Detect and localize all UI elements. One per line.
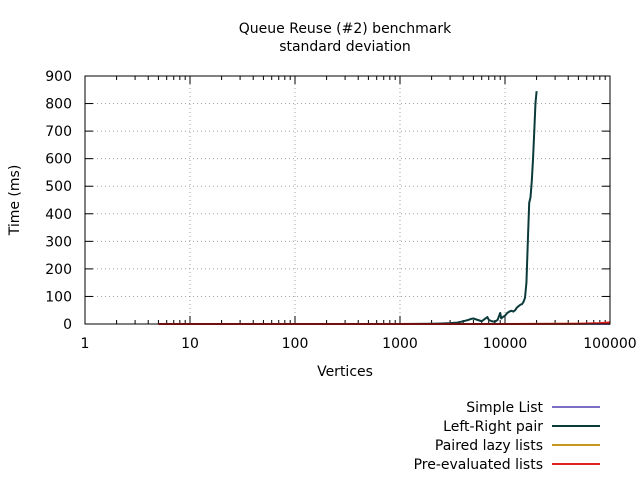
y-tick-label: 500 [45, 179, 72, 195]
y-tick-label: 900 [45, 69, 72, 85]
y-tick-label: 700 [45, 124, 72, 140]
y-tick-label: 100 [45, 289, 72, 305]
x-tick-label: 100000 [583, 336, 636, 352]
x-axis-label: Vertices [317, 364, 373, 380]
x-tick-label: 10 [181, 336, 199, 352]
chart-title: Queue Reuse (#2) benchmark [239, 21, 452, 37]
y-tick-label: 400 [45, 207, 72, 223]
x-tick-label: 1000 [382, 336, 418, 352]
y-tick-label: 300 [45, 234, 72, 250]
legend: Simple List Left-Right pair Paired lazy li… [414, 400, 600, 473]
series-lines [158, 91, 611, 325]
legend-label: Left-Right pair [443, 419, 543, 435]
axis-ticks: 0 100 200 300 400 500 600 700 800 900 1 10 100 1000 10… [45, 69, 636, 352]
x-tick-label: 100 [282, 336, 309, 352]
chart-subtitle: standard deviation [279, 39, 411, 55]
legend-label: Paired lazy lists [435, 438, 543, 454]
y-tick-label: 0 [63, 317, 72, 333]
series-line-left-right-pair [158, 91, 538, 325]
y-tick-label: 600 [45, 152, 72, 168]
y-tick-label: 200 [45, 262, 72, 278]
legend-label: Pre-evaluated lists [414, 457, 543, 473]
plot-frame [84, 75, 611, 325]
x-tick-label: 1 [81, 336, 90, 352]
x-tick-label: 10000 [483, 336, 528, 352]
y-tick-label: 800 [45, 97, 72, 113]
legend-label: Simple List [466, 400, 543, 416]
grid [85, 76, 610, 324]
y-axis-label: Time (ms) [7, 165, 23, 237]
